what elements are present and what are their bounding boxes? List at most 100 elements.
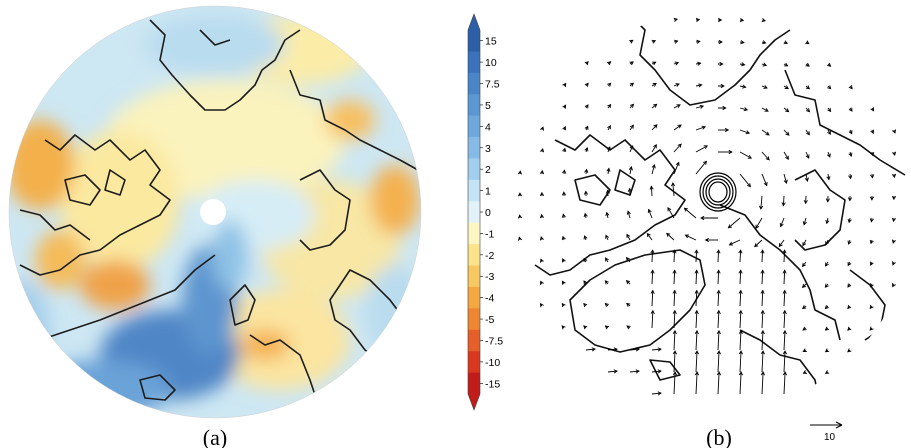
- vector-arrow-head: [695, 17, 701, 23]
- vector-arrow-head: [605, 211, 610, 217]
- colorbar-swatch: [468, 94, 480, 116]
- vector-arrow-head: [666, 232, 671, 237]
- vector-arrow-head: [671, 182, 676, 187]
- vector-arrow: [651, 290, 654, 307]
- vector-arrow-head: [694, 269, 699, 274]
- vector-arrow-head: [650, 269, 655, 274]
- colorbar-swatch: [468, 308, 480, 331]
- vector-arrow-head: [870, 107, 875, 112]
- vector-arrow-head: [806, 108, 811, 113]
- vector-arrow-head: [694, 371, 700, 376]
- vector-arrow-head: [650, 289, 655, 294]
- vector-arrow: [783, 151, 789, 160]
- vector-arrow-head: [604, 325, 609, 330]
- vector-arrow: [627, 211, 631, 219]
- vector-arrow-head: [604, 302, 609, 307]
- vector-arrow: [695, 270, 698, 285]
- vector-arrow-head: [804, 177, 809, 182]
- vector-arrow-head: [635, 347, 640, 352]
- colorbar-swatch: [468, 72, 480, 95]
- vector-arrow: [783, 129, 790, 136]
- vector-arrow-head: [605, 234, 609, 239]
- vector-arrow-head: [672, 371, 678, 376]
- colorbar-swatch: [468, 115, 480, 138]
- map-b-polar-vortex: [699, 172, 737, 212]
- vector-arrow-head: [827, 107, 832, 113]
- colorbar-bottom-arrow: [468, 394, 480, 410]
- vector-arrow: [783, 173, 787, 184]
- vector-arrow-head: [699, 104, 705, 109]
- vector-arrow: [629, 348, 640, 351]
- vector-arrow: [783, 270, 786, 285]
- vector-arrow-head: [716, 371, 722, 376]
- vector-arrow-head: [778, 242, 783, 248]
- vector-arrow-head: [626, 233, 631, 238]
- vector-arrow-head: [806, 131, 810, 136]
- colorbar-swatch: [468, 30, 480, 52]
- vector-arrow-head: [781, 202, 786, 207]
- vector-arrow: [754, 239, 763, 247]
- vector-arrow: [761, 310, 764, 329]
- colorbar-tick-label: 0: [485, 207, 491, 219]
- vector-arrow-head: [805, 154, 810, 159]
- vector-arrow-head: [540, 148, 545, 153]
- vector-arrow-head: [727, 224, 733, 229]
- vector-arrow-head: [684, 234, 690, 239]
- vector-arrow: [685, 234, 697, 241]
- vector-arrow-head: [591, 347, 596, 352]
- vector-arrow: [761, 330, 764, 351]
- vector-arrow: [672, 182, 675, 197]
- vector-arrow-head: [755, 224, 760, 230]
- colorbar-tick-label: -5: [485, 314, 494, 326]
- vector-arrow-head: [719, 61, 724, 67]
- vector-arrow-head: [562, 104, 567, 109]
- colorbar-tick-label: -10: [485, 357, 500, 369]
- vector-arrow: [739, 85, 746, 88]
- vector-arrow-head: [583, 280, 588, 285]
- vector-arrow-head: [517, 170, 523, 175]
- vector-arrow-head: [785, 108, 790, 113]
- vector-arrow-head: [824, 370, 830, 374]
- vector-arrow-head: [824, 326, 829, 331]
- vector-arrow-head: [651, 39, 657, 44]
- vector-arrow-head: [783, 40, 789, 45]
- vector-arrow-head: [694, 350, 699, 355]
- vector-arrow-head: [738, 371, 744, 376]
- vector-arrow-head: [784, 85, 789, 90]
- vector-arrow: [739, 290, 742, 307]
- vector-arrow-head: [760, 350, 765, 355]
- vector-arrow: [626, 234, 631, 241]
- vector-arrow-head: [847, 197, 853, 202]
- vector-arrow-head: [652, 61, 657, 66]
- vector-arrow-head: [801, 262, 806, 268]
- vector-arrow-head: [741, 62, 746, 67]
- vector-arrow-head: [784, 62, 789, 67]
- vector-arrow: [739, 107, 748, 111]
- vector-arrow: [739, 371, 742, 395]
- vector-arrow-head: [701, 125, 707, 130]
- vector-arrow-head: [892, 283, 896, 288]
- colorbar-swatch: [468, 286, 480, 309]
- vector-arrow: [760, 195, 763, 210]
- vector-arrow-head: [562, 125, 567, 131]
- vector-arrow-head: [672, 289, 677, 294]
- vector-arrow-head: [672, 269, 677, 274]
- vector-arrow-head: [848, 107, 853, 112]
- vector-arrow-head: [716, 269, 721, 274]
- colorbar-swatch: [468, 158, 480, 181]
- vector-arrow-head: [760, 329, 765, 335]
- vector-arrow-head: [657, 347, 662, 352]
- vector-arrow-head: [762, 40, 767, 45]
- vector-arrow: [717, 250, 720, 263]
- reference-vector-label: 10: [824, 432, 836, 443]
- vector-arrow-head: [630, 124, 634, 129]
- vector-arrow: [805, 173, 808, 182]
- vector-arrow-head: [583, 325, 588, 330]
- vector-arrow-head: [613, 347, 618, 352]
- vector-arrow: [739, 129, 750, 134]
- vector-arrow-head: [870, 174, 875, 179]
- vector-arrow: [761, 129, 770, 136]
- vector-arrow-head: [716, 289, 721, 294]
- vector-arrow-head: [674, 61, 680, 66]
- vector-arrow: [761, 350, 764, 373]
